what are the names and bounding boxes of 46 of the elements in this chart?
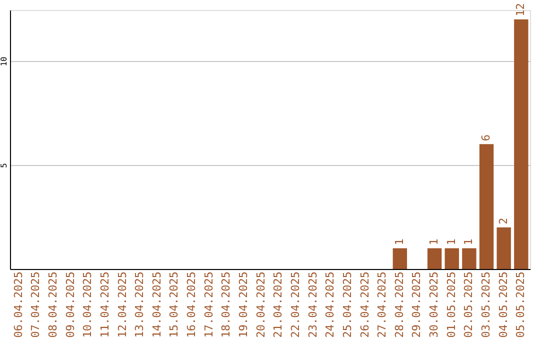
x-tick-label: 27.04.2025 [376, 272, 389, 338]
x-tick-label: 02.05.2025 [462, 272, 476, 338]
x-tick-label: 26.04.2025 [358, 272, 372, 338]
x-tick-label: 09.04.2025 [64, 272, 77, 338]
bar [462, 248, 476, 269]
bar [514, 19, 528, 269]
x-tick-label: 22.04.2025 [288, 272, 302, 338]
data-label: 1 [392, 238, 406, 246]
x-tick-label: 19.04.2025 [237, 272, 250, 338]
x-tick-label: 01.05.2025 [444, 272, 458, 338]
x-tick-label: 07.04.2025 [29, 272, 42, 338]
data-label: 2 [496, 218, 510, 224]
data-label: 1 [428, 238, 441, 246]
x-tick-label: 24.04.2025 [324, 272, 337, 338]
bar [479, 144, 494, 269]
bar [427, 248, 442, 269]
x-tick-label: 15.04.2025 [168, 272, 181, 338]
x-tick-label: 20.04.2025 [254, 272, 268, 338]
x-tick-label: 18.04.2025 [220, 272, 233, 338]
bar [444, 248, 459, 269]
x-tick-label: 05.05.2025 [514, 272, 528, 338]
y-tick-label: 5 [0, 162, 8, 168]
data-label: 6 [480, 134, 493, 142]
bar [496, 227, 511, 269]
x-tick-label: 11.04.2025 [98, 272, 112, 338]
x-tick-label: 25.04.2025 [340, 272, 354, 338]
data-label: 12 [514, 3, 528, 16]
x-tick-label: 29.04.2025 [410, 272, 424, 338]
x-tick-label: 06.04.2025 [12, 272, 25, 338]
x-tick-label: 16.04.2025 [185, 272, 198, 338]
x-tick-label: 08.04.2025 [46, 272, 60, 338]
x-tick-label: 30.04.2025 [428, 272, 441, 338]
y-tick-label: 10 [0, 56, 8, 66]
x-tick-label: 17.04.2025 [202, 272, 216, 338]
data-label: 1 [444, 238, 458, 246]
x-tick-label: 13.04.2025 [133, 272, 146, 338]
x-tick-label: 03.05.2025 [480, 272, 493, 338]
x-tick-label: 10.04.2025 [81, 272, 94, 338]
x-tick-label: 12.04.2025 [116, 272, 129, 338]
x-tick-label: 04.05.2025 [496, 272, 510, 338]
bar [392, 248, 408, 269]
x-tick-label: 23.04.2025 [306, 272, 320, 338]
x-tick-label: 14.04.2025 [150, 272, 164, 338]
x-tick-label: 28.04.2025 [392, 272, 406, 338]
x-tick-label: 21.04.2025 [272, 272, 285, 338]
data-label: 1 [462, 238, 476, 246]
